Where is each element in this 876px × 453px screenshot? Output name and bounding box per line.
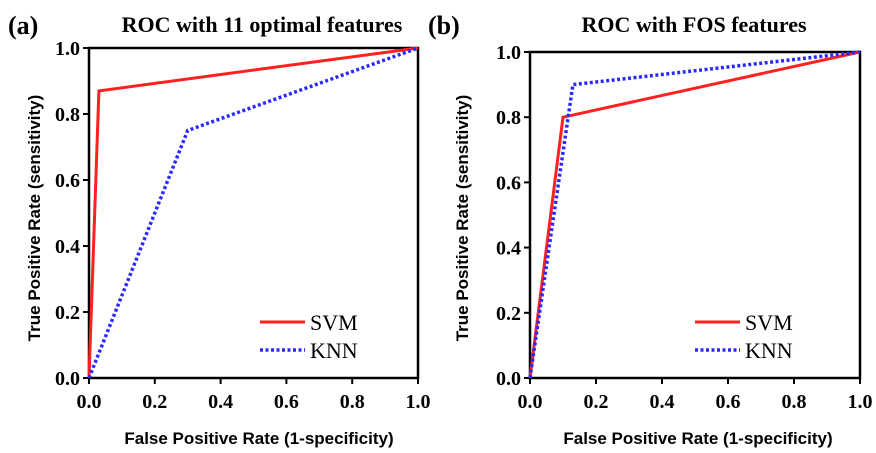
axis-ticks: 0.0 0.2 0.4 0.6 0.8 1.0 0.0 0.2 0.4 0.6 0.8 1.0 <box>496 42 873 413</box>
x-axis-label: False Positive Rate (1-specificity) <box>563 429 832 448</box>
panel-label: (a) <box>8 11 38 40</box>
plot-frame <box>87 46 420 380</box>
y-tick-label: 0.8 <box>496 107 521 129</box>
x-tick-label: 0.8 <box>782 391 807 413</box>
x-tick-label: 0.6 <box>274 391 299 413</box>
y-tick-label: 0.2 <box>496 303 521 325</box>
x-tick-label: 0.4 <box>650 391 675 413</box>
chart-title: ROC with FOS features <box>581 12 807 37</box>
plot-frame <box>528 50 862 380</box>
roc-chart-a: (a) ROC with 11 optimal features False P… <box>8 11 431 448</box>
roc-chart-b: (b) ROC with FOS features False Positive… <box>428 11 873 448</box>
x-axis-label: False Positive Rate (1-specificity) <box>124 429 393 448</box>
series-line-svm <box>528 50 861 379</box>
axis-ticks: 0.0 0.2 0.4 0.6 0.8 1.0 0.0 0.2 0.4 0.6 0.8 1.0 <box>55 38 431 413</box>
x-tick-label: 0.2 <box>584 391 609 413</box>
series-line-knn <box>87 46 419 379</box>
x-tick-label: 0.8 <box>340 391 365 413</box>
x-tick-label: 1.0 <box>406 391 431 413</box>
x-tick-label: 0.0 <box>77 391 102 413</box>
y-tick-label: 0.6 <box>496 172 521 194</box>
x-tick-label: 0.0 <box>518 391 543 413</box>
y-tick-label: 0.4 <box>55 236 80 258</box>
chart-title: ROC with 11 optimal features <box>122 12 403 37</box>
y-tick-label: 0.6 <box>55 170 80 192</box>
series-group <box>528 50 861 379</box>
panel-label: (b) <box>428 11 460 40</box>
y-tick-label: 1.0 <box>55 38 80 60</box>
series-line-svm <box>87 46 419 379</box>
x-tick-label: 1.0 <box>848 391 873 413</box>
y-tick-label: 0.0 <box>496 368 521 390</box>
y-tick-label: 0.8 <box>55 104 80 126</box>
x-tick-label: 0.4 <box>208 391 233 413</box>
series-line-knn <box>528 50 861 379</box>
y-axis-label: True Positive Rate (sensitivity) <box>25 95 44 342</box>
legend: SVM KNN <box>260 310 358 363</box>
legend: SVM KNN <box>695 310 793 363</box>
legend-label-knn: KNN <box>310 338 358 363</box>
y-tick-label: 1.0 <box>496 42 521 64</box>
legend-label-svm: SVM <box>745 310 793 335</box>
y-axis-label: True Positive Rate (sensitivity) <box>453 95 472 342</box>
x-tick-label: 0.2 <box>142 391 167 413</box>
y-tick-label: 0.4 <box>496 238 521 260</box>
legend-label-svm: SVM <box>310 310 358 335</box>
x-tick-label: 0.6 <box>716 391 741 413</box>
y-tick-label: 0.2 <box>55 302 80 324</box>
series-group <box>87 46 419 379</box>
legend-label-knn: KNN <box>745 338 793 363</box>
y-tick-label: 0.0 <box>55 368 80 390</box>
